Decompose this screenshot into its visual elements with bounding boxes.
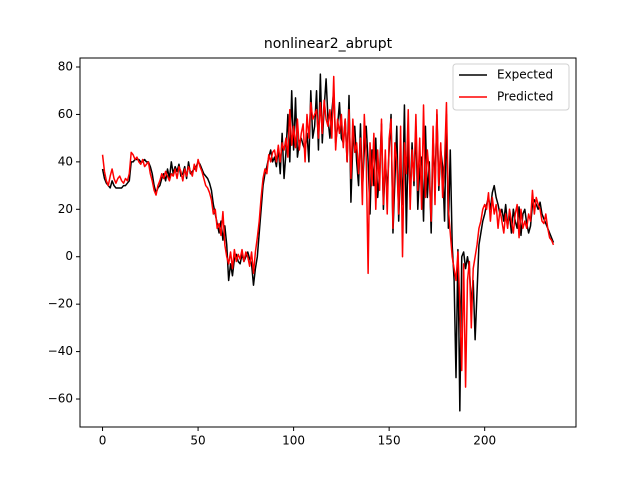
x-tick-label: 100 bbox=[282, 434, 305, 448]
y-tick-label: −20 bbox=[48, 297, 73, 311]
axes-frame bbox=[79, 57, 577, 428]
series-line bbox=[101, 73, 555, 412]
x-tick-label: 0 bbox=[99, 434, 107, 448]
x-tick-label: 150 bbox=[378, 434, 401, 448]
y-tick-label: 60 bbox=[58, 107, 73, 121]
y-tick-label: −60 bbox=[48, 392, 73, 406]
y-tick-label: −40 bbox=[48, 344, 73, 358]
chart-title: nonlinear2_abrupt bbox=[264, 36, 393, 52]
legend-label: Expected bbox=[497, 68, 553, 82]
y-tick-label: 40 bbox=[58, 154, 73, 168]
y-tick-label: 20 bbox=[58, 202, 73, 216]
y-tick-label: 80 bbox=[58, 60, 73, 74]
series-line bbox=[101, 75, 555, 388]
legend-label: Predicted bbox=[497, 90, 553, 104]
y-tick-label: 0 bbox=[65, 249, 73, 263]
x-tick-label: 50 bbox=[190, 434, 205, 448]
x-tick-label: 200 bbox=[473, 434, 496, 448]
